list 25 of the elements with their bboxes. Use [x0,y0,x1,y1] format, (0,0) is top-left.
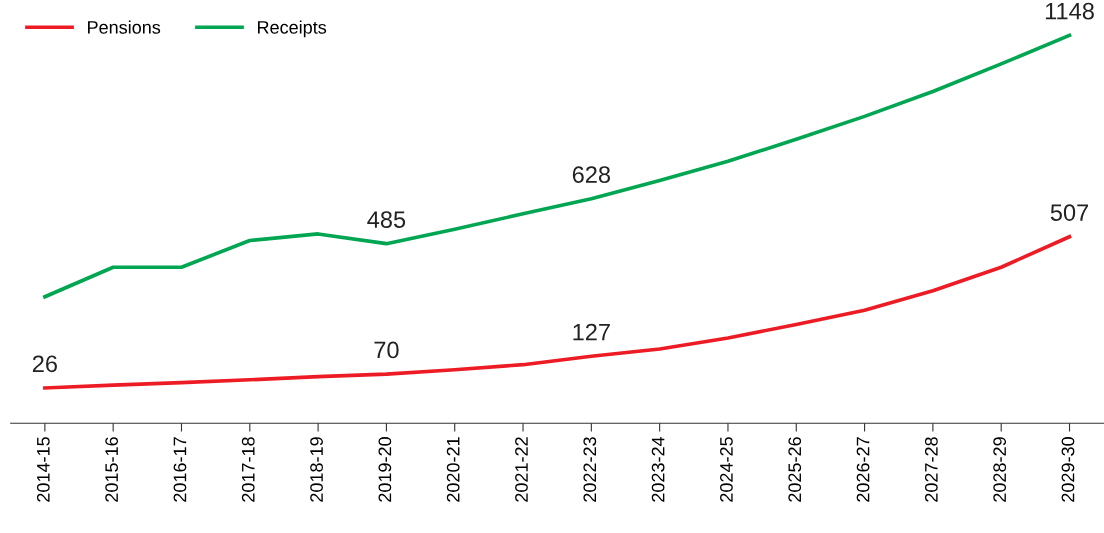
x-tick-label: 2019-20 [378,437,392,502]
x-tick-label: 2015-16 [105,437,119,502]
data-label: 485 [367,211,406,228]
x-tick-label: 2020-21 [446,437,460,502]
x-tick-label: 2028-29 [993,437,1007,502]
x-tick-label: 2017-18 [241,437,255,502]
x-tick-label: 2024-25 [720,437,733,502]
x-tick-label: 2016-17 [173,437,187,502]
data-label: 507 [1050,204,1089,221]
legend-label: Pensions [88,20,161,34]
data-label: 1148 [1045,2,1094,20]
x-tick-label: 2026-27 [856,437,870,502]
x-tick-label: 2014-15 [36,437,50,502]
x-tick-label: 2027-28 [924,437,938,502]
x-tick-label: 2018-19 [310,437,323,502]
data-label: 70 [374,341,399,359]
legend-label: Receipts [257,20,327,38]
data-label: 26 [32,355,57,373]
x-tick-label: 2029-30 [1061,437,1075,502]
x-tick-label: 2021-22 [515,437,528,502]
x-tick-label: 2025-26 [788,437,802,502]
x-tick-label: 2022-23 [583,437,597,502]
x-tick-label: 2023-24 [651,436,665,502]
data-label: 628 [572,166,611,183]
data-label: 127 [573,323,610,341]
